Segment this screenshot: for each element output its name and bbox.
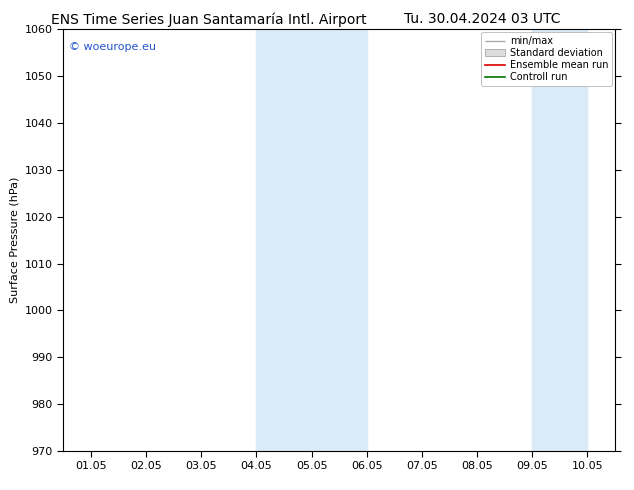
Text: ENS Time Series Juan Santamaría Intl. Airport: ENS Time Series Juan Santamaría Intl. Ai… bbox=[51, 12, 367, 27]
Bar bbox=[256, 29, 312, 451]
Legend: min/max, Standard deviation, Ensemble mean run, Controll run: min/max, Standard deviation, Ensemble me… bbox=[481, 32, 612, 86]
Bar bbox=[533, 29, 588, 451]
Text: Tu. 30.04.2024 03 UTC: Tu. 30.04.2024 03 UTC bbox=[404, 12, 560, 26]
Y-axis label: Surface Pressure (hPa): Surface Pressure (hPa) bbox=[10, 177, 19, 303]
Text: © woeurope.eu: © woeurope.eu bbox=[69, 42, 156, 52]
Bar bbox=[312, 29, 367, 451]
